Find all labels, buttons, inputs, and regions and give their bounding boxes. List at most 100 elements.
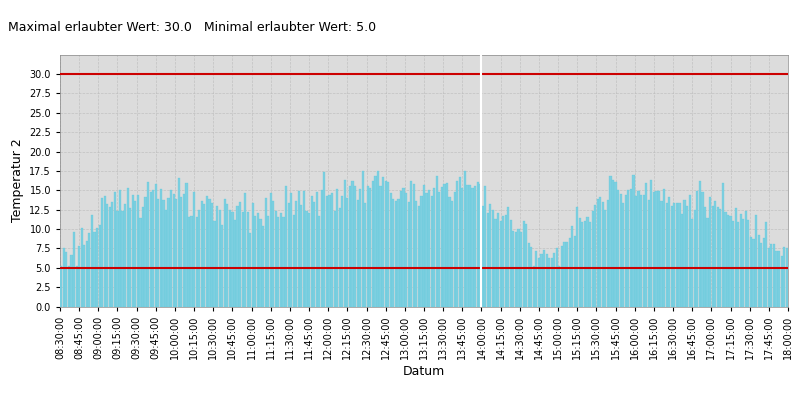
Bar <box>449 197 450 307</box>
Bar <box>711 206 714 307</box>
Bar <box>714 201 716 307</box>
Bar <box>490 204 491 307</box>
Bar <box>270 193 272 307</box>
Bar <box>541 254 542 307</box>
Bar <box>689 195 690 307</box>
Bar <box>563 242 566 307</box>
Bar <box>543 249 545 307</box>
Bar <box>70 255 73 307</box>
Bar <box>668 197 670 307</box>
Bar <box>737 222 739 307</box>
Bar <box>308 213 310 307</box>
Bar <box>482 206 484 307</box>
Bar <box>224 199 226 307</box>
Bar <box>783 247 786 307</box>
Bar <box>203 204 206 307</box>
Bar <box>198 210 200 307</box>
Bar <box>640 195 642 307</box>
Bar <box>512 231 514 307</box>
Bar <box>638 191 640 307</box>
Bar <box>398 199 399 307</box>
Bar <box>610 176 611 307</box>
Bar <box>617 189 619 307</box>
Bar <box>190 216 193 307</box>
Bar <box>525 224 527 307</box>
Bar <box>321 190 323 307</box>
Bar <box>300 205 302 307</box>
Bar <box>310 196 313 307</box>
Bar <box>351 181 354 307</box>
Bar <box>698 181 701 307</box>
Bar <box>441 186 443 307</box>
Bar <box>709 197 711 307</box>
Bar <box>674 202 675 307</box>
Bar <box>436 176 438 307</box>
Bar <box>188 218 190 307</box>
Bar <box>446 183 448 307</box>
Bar <box>193 192 195 307</box>
Bar <box>306 210 307 307</box>
Bar <box>234 220 236 307</box>
Bar <box>111 202 114 307</box>
Bar <box>426 193 428 307</box>
Bar <box>221 225 223 307</box>
Bar <box>722 183 724 307</box>
Bar <box>331 193 333 307</box>
Bar <box>443 184 446 307</box>
Bar <box>546 254 548 307</box>
Bar <box>702 192 703 307</box>
Bar <box>170 190 172 307</box>
Bar <box>661 201 662 307</box>
Bar <box>454 192 456 307</box>
Bar <box>499 221 502 307</box>
Bar <box>753 239 754 307</box>
Bar <box>571 226 574 307</box>
Bar <box>484 186 486 307</box>
Bar <box>162 200 165 307</box>
Bar <box>522 221 525 307</box>
Bar <box>706 218 709 307</box>
Bar <box>94 232 95 307</box>
Bar <box>704 207 706 307</box>
Bar <box>101 198 103 307</box>
Bar <box>293 215 295 307</box>
Bar <box>569 238 570 307</box>
Bar <box>377 171 379 307</box>
Bar <box>175 199 178 307</box>
Bar <box>451 201 453 307</box>
Bar <box>88 233 90 307</box>
Bar <box>670 206 673 307</box>
Bar <box>214 221 216 307</box>
Bar <box>326 196 328 307</box>
Bar <box>237 205 238 307</box>
Bar <box>576 207 578 307</box>
Bar <box>201 201 203 307</box>
Bar <box>462 188 463 307</box>
Bar <box>648 200 650 307</box>
Bar <box>535 252 538 307</box>
Bar <box>678 203 681 307</box>
Bar <box>553 254 555 307</box>
Bar <box>750 237 752 307</box>
Bar <box>379 186 382 307</box>
Bar <box>158 200 159 307</box>
Bar <box>533 266 535 307</box>
Bar <box>747 220 750 307</box>
Bar <box>614 182 617 307</box>
Bar <box>303 192 305 307</box>
Bar <box>354 186 356 307</box>
Bar <box>78 246 80 307</box>
Bar <box>246 212 249 307</box>
Bar <box>556 248 558 307</box>
Bar <box>290 193 292 307</box>
Bar <box>81 228 82 307</box>
Bar <box>395 201 397 307</box>
Bar <box>349 186 351 307</box>
Bar <box>145 197 146 307</box>
Bar <box>116 211 118 307</box>
Bar <box>62 248 65 307</box>
Bar <box>239 202 241 307</box>
Bar <box>653 192 655 307</box>
Bar <box>96 228 98 307</box>
Bar <box>68 266 70 307</box>
